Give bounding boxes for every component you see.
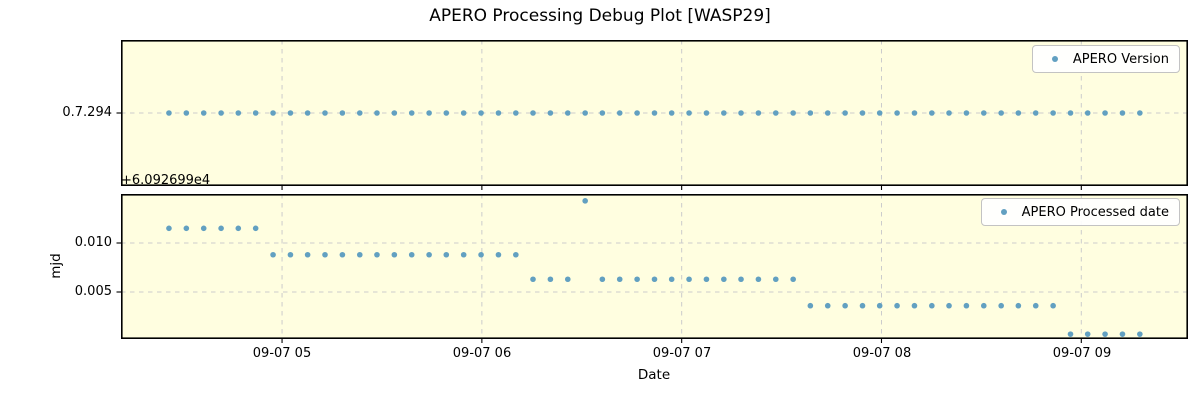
top-subplot: APERO Version [116,40,1189,190]
bottom-subplot: APERO Processed date [116,194,1189,343]
legend-label-processed-date: APERO Processed date [1021,204,1169,220]
legend-apero-version: APERO Version [1031,45,1180,73]
ytick-mjd-0010: 0.010 [74,235,112,250]
y-axis-label-mjd: mjd [48,253,64,279]
xtick-09-07-09: 09-07 09 [1052,346,1112,361]
xtick-09-07-06: 09-07 06 [452,346,512,361]
x-axis-label: Date [637,367,671,383]
ytick-mjd-0005: 0.005 [74,284,112,299]
xtick-09-07-05: 09-07 05 [252,346,312,361]
scatter-marker-icon [1051,56,1058,62]
chart-title: APERO Processing Debug Plot [WASP29] [429,6,771,26]
legend-apero-processed-date: APERO Processed date [980,198,1180,226]
y-axis-offset-text: +6.092699e4 [121,173,211,188]
xtick-09-07-08: 09-07 08 [852,346,912,361]
ytick-version-label: 0.7.294 [62,105,112,120]
top-plot-canvas [116,40,1189,190]
xtick-09-07-07: 09-07 07 [652,346,712,361]
legend-label-version: APERO Version [1072,51,1169,67]
scatter-marker-icon [1000,209,1007,215]
